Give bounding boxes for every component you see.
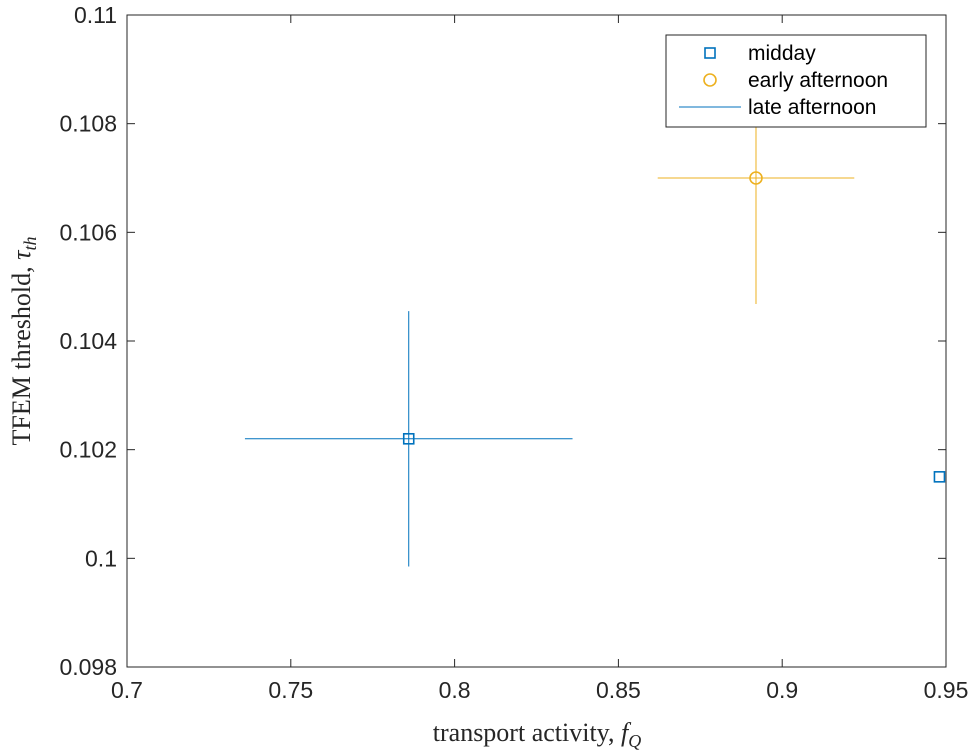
legend-label: late afternoon [748, 96, 876, 119]
x-axis-label: transport activity, fQ [433, 718, 641, 750]
data-point-square [402, 432, 415, 445]
legend-symbol-circle [703, 73, 717, 87]
y-tick-label: 0.108 [59, 111, 117, 137]
data-point-square [933, 471, 946, 483]
legend: midday early afternoon late afternoon [665, 34, 927, 128]
y-tick-label: 0.106 [59, 219, 117, 245]
legend-label: midday [748, 42, 816, 65]
x-tick-label: 0.9 [766, 677, 798, 703]
x-tick-label: 0.8 [439, 677, 471, 703]
x-tick-label: 0.95 [924, 677, 969, 703]
x-tick-label: 0.7 [111, 677, 143, 703]
y-axis-ticks: 0.098 0.1 0.102 0.104 0.106 0.108 0.11 [59, 2, 946, 680]
y-tick-label: 0.098 [59, 654, 117, 680]
x-tick-label: 0.85 [596, 677, 641, 703]
legend-label: early afternoon [748, 69, 888, 92]
y-tick-label: 0.104 [59, 328, 117, 354]
legend-symbol-square [704, 47, 716, 59]
y-axis-label: TFEM threshold, τth [7, 237, 40, 446]
y-tick-label: 0.1 [85, 545, 117, 571]
data-marks [244, 51, 946, 567]
y-tick-label: 0.11 [74, 2, 117, 28]
x-tick-label: 0.75 [268, 677, 313, 703]
y-tick-label: 0.102 [59, 437, 117, 463]
x-axis-ticks: 0.7 0.75 0.8 0.85 0.9 0.95 [111, 15, 968, 703]
data-point-circle [749, 171, 763, 185]
legend-box [665, 34, 927, 128]
